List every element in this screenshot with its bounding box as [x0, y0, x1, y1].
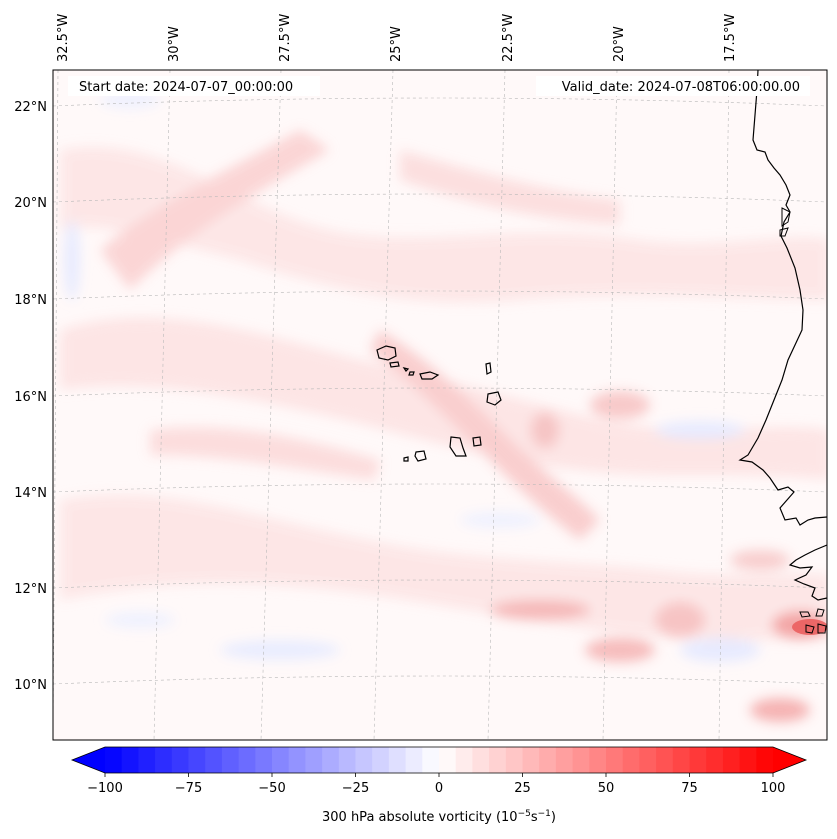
valid-date-box [536, 76, 810, 96]
colorbar-tick-label: −50 [258, 781, 285, 796]
colorbar-extend-high [773, 747, 806, 773]
colorbar-cell [322, 747, 340, 773]
colorbar-cell [255, 747, 273, 773]
colorbar-cell [439, 747, 457, 773]
colorbar-ticks: −100 −75 −50 −25 0 25 50 75 100 [87, 773, 785, 796]
colorbar-cell [722, 747, 740, 773]
colorbar-cell [639, 747, 657, 773]
colorbar-cell [706, 747, 724, 773]
start-date-label: Start date: 2024-07-07_00:00:00 [79, 80, 293, 95]
colorbar-cell [272, 747, 290, 773]
colorbar-cell [522, 747, 540, 773]
coastline-guinea [788, 544, 827, 601]
colorbar-cell [455, 747, 473, 773]
colorbar-tick-label: −25 [342, 781, 369, 796]
colorbar-tick-label: 25 [514, 781, 531, 796]
coastline [738, 70, 827, 526]
colorbar-cell [155, 747, 173, 773]
colorbar-cell [171, 747, 189, 773]
colorbar-cell [138, 747, 156, 773]
lat-label: 14°N [14, 486, 47, 501]
lat-label: 12°N [14, 582, 47, 597]
lat-label: 10°N [14, 678, 47, 693]
lat-label: 18°N [14, 293, 47, 308]
colorbar-cell [338, 747, 356, 773]
lon-label: 32.5°W [56, 14, 71, 62]
colorbar-cell [305, 747, 323, 773]
colorbar-tick-label: −100 [87, 781, 123, 796]
colorbar-cell [622, 747, 640, 773]
colorbar-cells [105, 747, 774, 773]
colorbar-cell [188, 747, 206, 773]
colorbar-cell [121, 747, 139, 773]
colorbar-cell [572, 747, 590, 773]
colorbar-extend-low [72, 747, 105, 773]
cape-verde-islands [376, 345, 502, 462]
lon-label: 30°W [167, 26, 182, 62]
colorbar-cell [589, 747, 607, 773]
colorbar-cell [238, 747, 256, 773]
colorbar-cell [205, 747, 223, 773]
colorbar-tick-label: 100 [761, 781, 786, 796]
colorbar-cell [422, 747, 440, 773]
start-date-box [68, 76, 320, 96]
lon-label: 17.5°W [723, 14, 738, 62]
colorbar-cell [739, 747, 757, 773]
colorbar-cell [656, 747, 674, 773]
colorbar-cell [405, 747, 423, 773]
valid-date-label: Valid_date: 2024-07-08T06:00:00.00 [562, 80, 800, 95]
colorbar-cell [388, 747, 406, 773]
latitude-labels: 22°N 20°N 18°N 16°N 14°N 12°N 10°N [14, 100, 47, 693]
colorbar-cell [472, 747, 490, 773]
coastline-mauritania-inlet [779, 207, 791, 237]
colorbar: −100 −75 −50 −25 0 25 50 75 100 300 hPa absolute… [70, 746, 808, 825]
colorbar-cell [689, 747, 707, 773]
colorbar-cell [672, 747, 690, 773]
colorbar-cell [539, 747, 557, 773]
graticule [53, 70, 827, 740]
colorbar-cell [555, 747, 573, 773]
colorbar-tick-label: 75 [681, 781, 698, 796]
colorbar-cell [606, 747, 624, 773]
lon-label: 25°W [389, 26, 404, 62]
lon-label: 20°W [612, 26, 627, 62]
bijagos-islands [799, 608, 827, 634]
lon-label: 27.5°W [278, 14, 293, 62]
colorbar-tick-label: 50 [598, 781, 615, 796]
lat-label: 16°N [14, 390, 47, 405]
lon-label: 22.5°W [501, 14, 516, 62]
colorbar-cell [489, 747, 507, 773]
colorbar-cell [221, 747, 239, 773]
colorbar-tick-label: −75 [175, 781, 202, 796]
colorbar-title: 300 hPa absolute vorticity (10−5s−1) [322, 809, 556, 825]
map-panel: Start date: 2024-07-07_00:00:00 Valid_da… [52, 69, 828, 741]
lat-label: 20°N [14, 196, 47, 211]
colorbar-cell [355, 747, 373, 773]
colorbar-cell [105, 747, 123, 773]
colorbar-cell [756, 747, 774, 773]
vorticity-field [53, 70, 827, 740]
longitude-labels: 32.5°W 30°W 27.5°W 25°W 22.5°W 20°W 17.5… [56, 14, 738, 62]
colorbar-cell [372, 747, 390, 773]
map-frame [52, 69, 828, 741]
colorbar-cell [288, 747, 306, 773]
lat-label: 22°N [14, 100, 47, 115]
colorbar-cell [505, 747, 523, 773]
colorbar-tick-label: 0 [435, 781, 443, 796]
